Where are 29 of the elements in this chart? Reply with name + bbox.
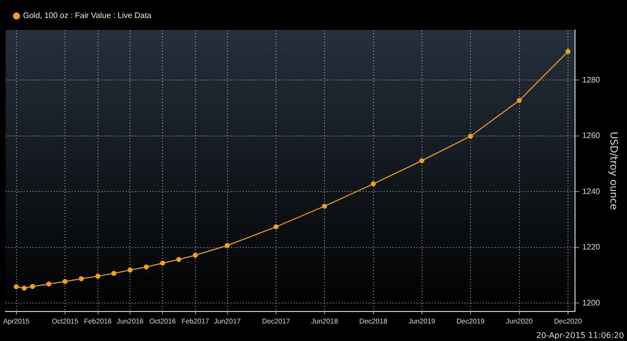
point [78, 276, 84, 282]
point [370, 181, 376, 186]
y-axis-title: USD/troy ounce [607, 132, 618, 210]
point [322, 204, 328, 209]
text: 20-Apr-2015 11:06:20 [536, 331, 624, 340]
point [95, 274, 100, 279]
point [566, 48, 571, 54]
point [419, 158, 424, 164]
point [30, 284, 36, 290]
point [516, 98, 522, 104]
y-tick-label: 1220 [582, 242, 601, 252]
point [468, 134, 474, 139]
point [176, 256, 182, 262]
legend-label: Gold, 100 oz : Fair Value : Live Data [23, 11, 152, 20]
y-tick-label: 1280 [582, 75, 601, 84]
point [192, 252, 198, 258]
y-tick-label: 1260 [582, 131, 601, 140]
point [128, 268, 133, 273]
point [224, 243, 230, 248]
point [144, 264, 149, 270]
y-tick-label: 1240 [582, 186, 601, 196]
point [62, 278, 68, 284]
point [111, 270, 116, 276]
point [22, 286, 27, 291]
point [14, 284, 19, 290]
y-tick-label: 1200 [582, 298, 601, 308]
point [274, 224, 279, 230]
point [160, 260, 166, 266]
point [46, 282, 52, 286]
